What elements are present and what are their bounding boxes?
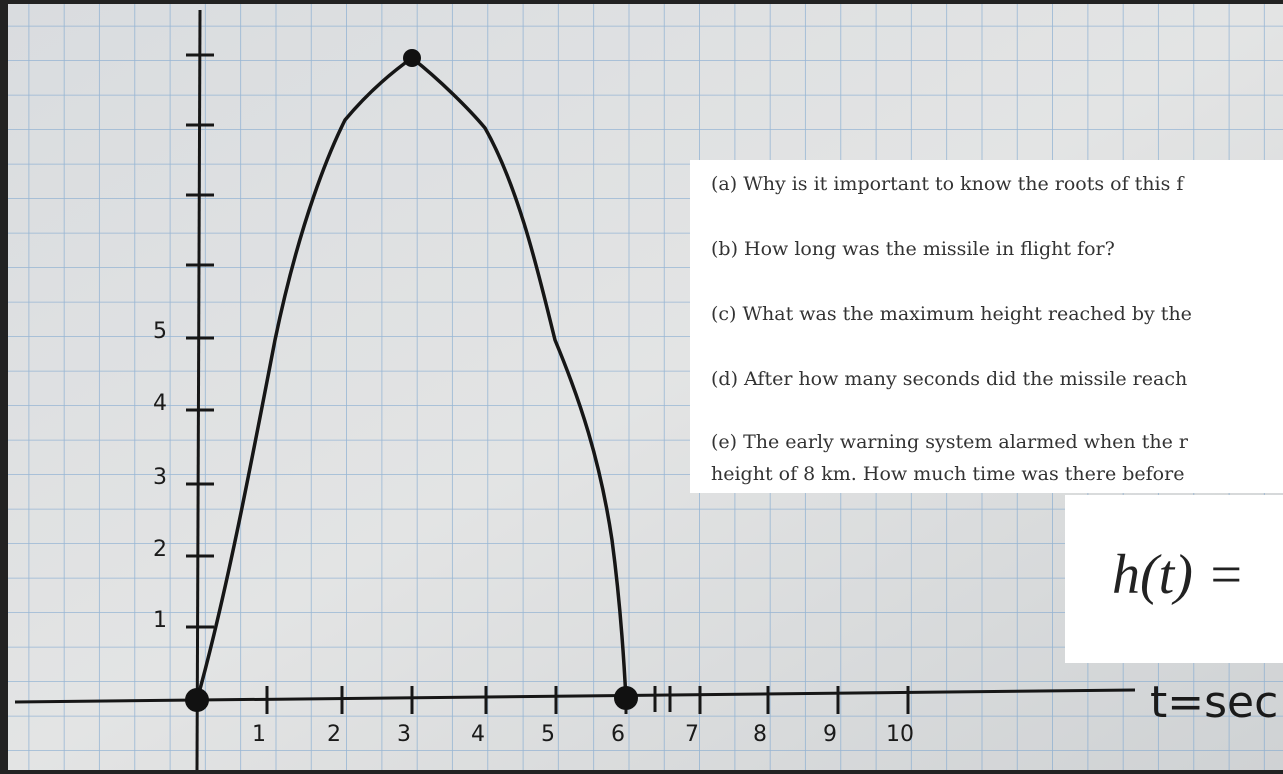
point (614, 686, 638, 710)
tick-labels: 1 2 3 4 5 6 7 8 9 10 1 2 3 4 5 (153, 319, 914, 747)
x-tick-label: 2 (327, 722, 341, 747)
question-box (690, 160, 1283, 493)
question: (d) After how many seconds did the missi… (711, 368, 1187, 390)
x-tick-label: 7 (685, 722, 699, 747)
x-tick-label: 3 (397, 722, 411, 747)
y-tick-label: 4 (153, 391, 167, 416)
y-tick-label: 2 (153, 537, 167, 562)
question: (c) What was the maximum height reached … (711, 303, 1192, 325)
point (403, 49, 421, 67)
axis-label: t=sec (1150, 677, 1278, 728)
questions: (a) Why is it important to know the root… (711, 173, 1192, 485)
x-tick-label: 4 (471, 722, 485, 747)
points (185, 49, 638, 712)
x-tick-label: 10 (886, 722, 914, 747)
y-tick-label: 3 (153, 465, 167, 490)
question: (a) Why is it important to know the root… (711, 173, 1185, 195)
formula-box (1065, 495, 1283, 663)
point (185, 688, 209, 712)
x-tick-label: 9 (823, 722, 837, 747)
ticks (186, 53, 910, 714)
x-tick-label: 6 (611, 722, 625, 747)
curve (195, 55, 628, 701)
x-tick-label: 5 (541, 722, 555, 747)
x-tick-label: 8 (753, 722, 767, 747)
x-tick-label: 1 (252, 722, 266, 747)
y-tick-label: 1 (153, 608, 167, 633)
y-tick-label: 5 (153, 319, 167, 344)
question: height of 8 km. How much time was there … (711, 463, 1184, 485)
y-axis (195, 9, 202, 771)
question: (e) The early warning system alarmed whe… (711, 431, 1189, 453)
formula: h(t) = (1112, 544, 1245, 606)
question: (b) How long was the missile in flight f… (711, 238, 1115, 260)
